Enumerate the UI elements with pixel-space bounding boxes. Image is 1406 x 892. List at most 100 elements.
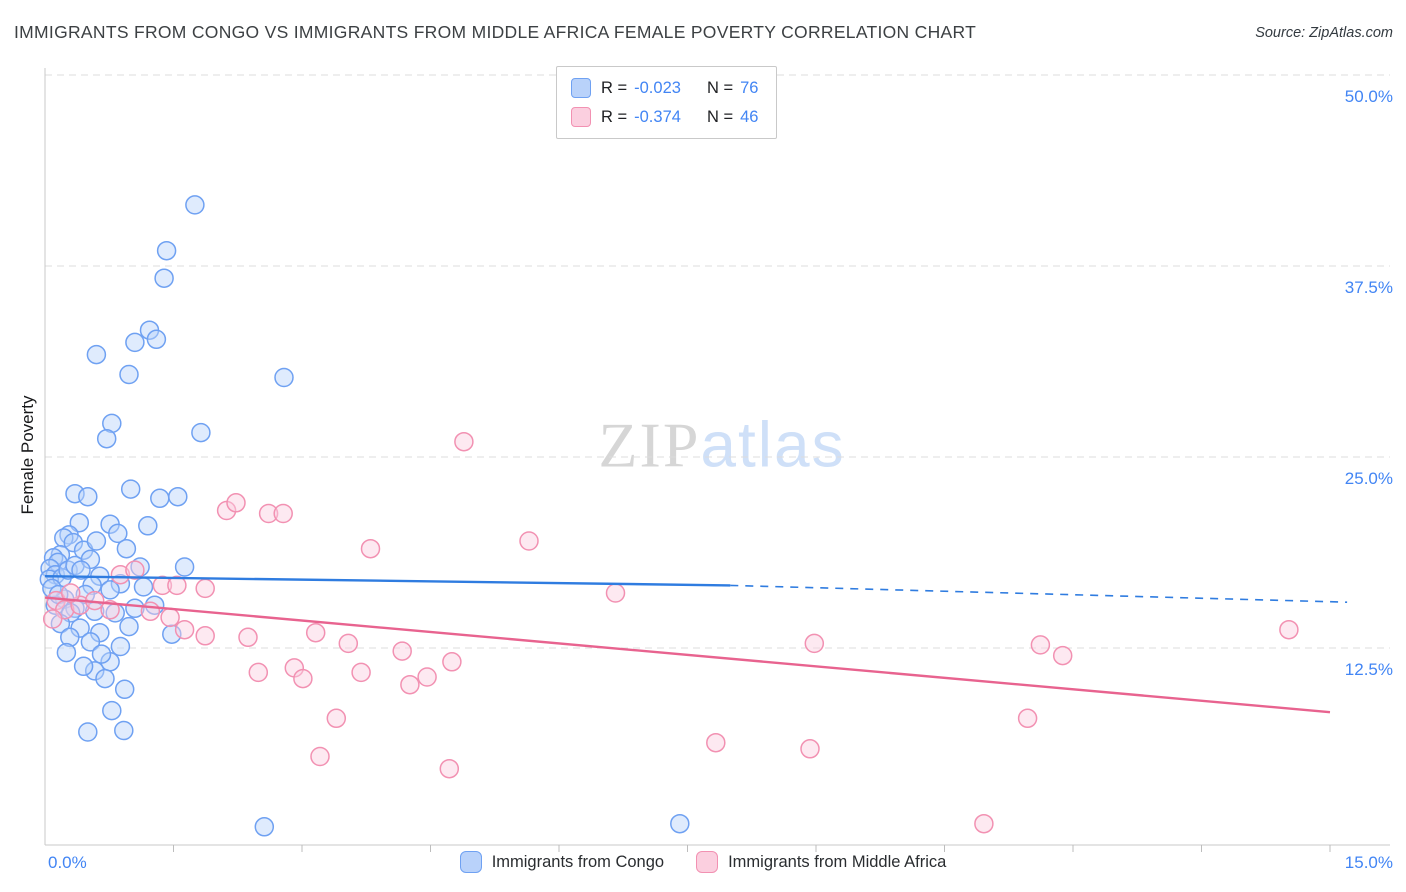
data-point-congo[interactable] [56, 642, 77, 663]
data-point-middle-africa[interactable] [454, 431, 474, 452]
correlation-legend-box: R = -0.023 N = 76 R = -0.374 N = 46 [556, 66, 778, 139]
data-point-congo[interactable] [71, 560, 91, 580]
data-point-middle-africa[interactable] [360, 538, 381, 559]
data-point-middle-africa[interactable] [1030, 635, 1051, 655]
data-point-congo[interactable] [102, 700, 122, 721]
data-point-congo[interactable] [191, 422, 211, 443]
page-title: IMMIGRANTS FROM CONGO VS IMMIGRANTS FROM… [14, 22, 977, 42]
data-point-middle-africa[interactable] [1017, 708, 1038, 729]
data-point-middle-africa[interactable] [442, 652, 462, 672]
data-point-middle-africa[interactable] [439, 758, 460, 779]
data-point-congo[interactable] [146, 329, 167, 350]
data-point-congo[interactable] [73, 656, 94, 677]
data-point-middle-africa[interactable] [195, 578, 215, 599]
data-point-congo[interactable] [156, 240, 177, 261]
data-point-congo[interactable] [86, 344, 107, 365]
data-point-middle-africa[interactable] [417, 667, 437, 687]
data-point-congo[interactable] [84, 661, 105, 681]
data-point-congo[interactable] [120, 479, 141, 499]
data-point-middle-africa[interactable] [174, 619, 195, 640]
data-point-middle-africa[interactable] [160, 607, 180, 628]
data-point-middle-africa[interactable] [974, 813, 994, 834]
data-point-congo[interactable] [91, 644, 112, 664]
data-point-middle-africa[interactable] [326, 708, 347, 729]
data-point-congo[interactable] [130, 557, 150, 577]
data-point-middle-africa[interactable] [125, 560, 145, 580]
data-point-congo[interactable] [670, 813, 690, 834]
data-point-congo[interactable] [95, 668, 115, 689]
data-point-middle-africa[interactable] [519, 531, 539, 551]
data-point-congo[interactable] [114, 720, 134, 741]
n-value: 76 [740, 78, 759, 97]
data-point-middle-africa[interactable] [338, 633, 359, 654]
r-value: -0.374 [634, 107, 681, 126]
r-value: -0.023 [634, 78, 681, 97]
data-point-congo[interactable] [138, 516, 158, 536]
n-label: N = [706, 78, 734, 97]
data-point-congo[interactable] [150, 488, 170, 509]
data-point-middle-africa[interactable] [248, 662, 269, 683]
data-point-middle-africa[interactable] [605, 583, 626, 603]
data-point-congo[interactable] [125, 332, 145, 353]
series-legend-label: Immigrants from Middle Africa [728, 852, 947, 871]
data-point-middle-africa[interactable] [310, 746, 330, 767]
watermark-atlas: atlas [700, 408, 846, 481]
data-point-middle-africa[interactable] [100, 600, 120, 620]
data-point-congo[interactable] [114, 679, 135, 700]
data-point-middle-africa[interactable] [804, 633, 825, 654]
data-point-middle-africa[interactable] [400, 674, 420, 695]
legend-swatch [571, 107, 591, 127]
data-point-congo[interactable] [96, 428, 117, 449]
data-point-middle-africa[interactable] [238, 627, 258, 648]
data-point-congo[interactable] [110, 636, 131, 657]
data-point-middle-africa[interactable] [273, 503, 293, 524]
data-point-middle-africa[interactable] [1279, 619, 1299, 640]
data-point-congo[interactable] [100, 580, 120, 600]
data-point-congo[interactable] [274, 367, 294, 388]
data-point-congo[interactable] [174, 557, 195, 577]
y-tick-label: 37.5% [1344, 278, 1393, 297]
data-point-middle-africa[interactable] [293, 668, 313, 689]
r-label: R = [601, 78, 628, 97]
data-point-middle-africa[interactable] [305, 622, 326, 643]
data-point-middle-africa[interactable] [140, 601, 161, 622]
data-point-congo[interactable] [75, 584, 96, 605]
data-point-middle-africa[interactable] [110, 564, 131, 585]
data-point-congo[interactable] [125, 598, 145, 619]
data-point-congo[interactable] [133, 577, 154, 597]
n-label: N = [706, 107, 734, 126]
data-point-middle-africa[interactable] [226, 493, 246, 513]
data-point-middle-africa[interactable] [800, 739, 820, 759]
x-axis-max-label: 15.0% [1344, 853, 1393, 872]
data-point-middle-africa[interactable] [152, 575, 173, 596]
data-point-middle-africa[interactable] [195, 626, 215, 646]
data-point-congo[interactable] [60, 627, 80, 648]
data-point-middle-africa[interactable] [167, 575, 187, 596]
data-point-middle-africa[interactable] [1052, 645, 1073, 666]
data-point-middle-africa[interactable] [392, 641, 412, 661]
data-point-congo[interactable] [78, 486, 98, 507]
trend-line-congo [44, 575, 731, 587]
data-point-congo[interactable] [168, 486, 188, 507]
data-point-congo[interactable] [78, 722, 98, 742]
data-point-congo[interactable] [254, 817, 275, 837]
data-point-congo[interactable] [119, 616, 139, 637]
data-point-congo[interactable] [63, 532, 84, 553]
data-point-middle-africa[interactable] [60, 583, 81, 603]
data-point-middle-africa[interactable] [42, 609, 63, 629]
data-point-middle-africa[interactable] [351, 662, 371, 683]
data-point-congo[interactable] [119, 364, 139, 385]
data-point-congo[interactable] [185, 195, 205, 215]
y-tick-label: 12.5% [1344, 660, 1393, 679]
data-point-congo[interactable] [154, 268, 174, 288]
data-point-middle-africa[interactable] [258, 503, 279, 524]
data-point-congo[interactable] [108, 523, 128, 544]
data-point-middle-africa[interactable] [706, 732, 726, 753]
data-point-congo[interactable] [80, 632, 101, 652]
data-point-congo[interactable] [102, 413, 122, 434]
data-point-congo[interactable] [86, 531, 107, 551]
series-legend-item: Immigrants from Middle Africa [696, 851, 946, 873]
legend-row: R = -0.374 N = 46 [571, 107, 758, 127]
r-label: R = [601, 107, 628, 126]
data-point-congo[interactable] [116, 538, 137, 559]
